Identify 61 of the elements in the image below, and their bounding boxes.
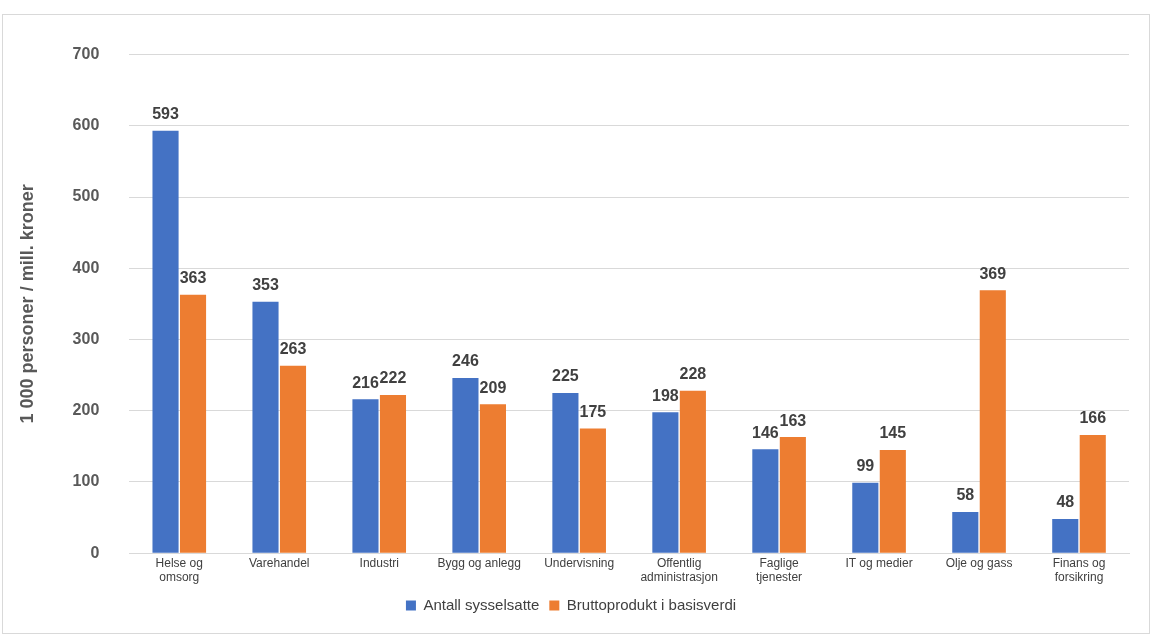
bar <box>252 301 279 553</box>
bar <box>1079 434 1106 553</box>
bar <box>879 449 906 553</box>
bar <box>479 404 506 553</box>
x-tick-label: Undervisning <box>544 555 615 570</box>
y-tick-label: 100 <box>72 472 100 490</box>
data-label: 369 <box>979 264 1007 282</box>
data-label: 363 <box>179 269 207 287</box>
data-label: 225 <box>552 367 579 385</box>
y-tick-label: 500 <box>72 187 100 205</box>
y-tick-label: 700 <box>72 45 100 63</box>
data-label: 146 <box>752 423 779 441</box>
data-label: 175 <box>579 402 607 420</box>
data-label: 222 <box>379 369 407 387</box>
x-tick-label: IT og medier <box>845 555 913 570</box>
bar <box>279 365 307 553</box>
bar <box>352 399 379 553</box>
data-label: 209 <box>479 378 507 396</box>
data-label: 216 <box>352 373 379 391</box>
data-label: 228 <box>679 365 707 383</box>
bar <box>652 412 679 553</box>
bar <box>179 294 207 553</box>
x-tick-label: Olje og gass <box>945 555 1013 570</box>
bar <box>152 130 179 553</box>
data-label: 99 <box>856 457 875 475</box>
bar <box>452 377 479 553</box>
x-tick-label: Bygg og anlegg <box>437 555 521 570</box>
y-tick-label: 200 <box>72 401 100 419</box>
bar <box>552 392 579 553</box>
data-label: 48 <box>1056 493 1075 511</box>
bar <box>579 428 606 553</box>
y-tick-label: 400 <box>72 258 100 276</box>
x-tick-label: Finans og forsikring <box>1052 555 1106 585</box>
data-label: 166 <box>1079 409 1107 427</box>
y-tick-label: 0 <box>90 543 100 561</box>
bar <box>752 449 779 553</box>
bar <box>979 290 1006 553</box>
x-tick-label: Helse og omsorg <box>155 555 203 585</box>
bar <box>779 437 806 553</box>
data-label: 145 <box>879 424 907 442</box>
x-tick-label: Offentlig administrasjon <box>640 555 718 585</box>
bar <box>379 395 407 553</box>
bar <box>852 482 879 553</box>
y-tick-label: 600 <box>72 116 100 134</box>
data-label: 198 <box>652 386 679 404</box>
data-label: 58 <box>956 486 975 504</box>
x-tick-label: Industri <box>359 555 399 570</box>
y-tick-label: 300 <box>72 329 100 347</box>
bar <box>679 390 706 553</box>
bar <box>1052 519 1079 553</box>
data-label: 263 <box>279 340 307 358</box>
data-label: 353 <box>252 276 279 294</box>
data-label: 163 <box>779 411 807 429</box>
legend-label: Bruttoprodukt i basisverdi <box>566 595 737 613</box>
x-tick-label: Varehandel <box>249 555 310 570</box>
data-label: 246 <box>452 352 479 370</box>
bar <box>952 511 979 553</box>
x-tick-label: Faglige tjenester <box>756 555 803 585</box>
data-label: 593 <box>152 105 179 123</box>
y-axis-title: 1 000 personer / mill. kroner <box>16 184 37 424</box>
legend-label: Antall sysselsatte <box>423 595 540 613</box>
